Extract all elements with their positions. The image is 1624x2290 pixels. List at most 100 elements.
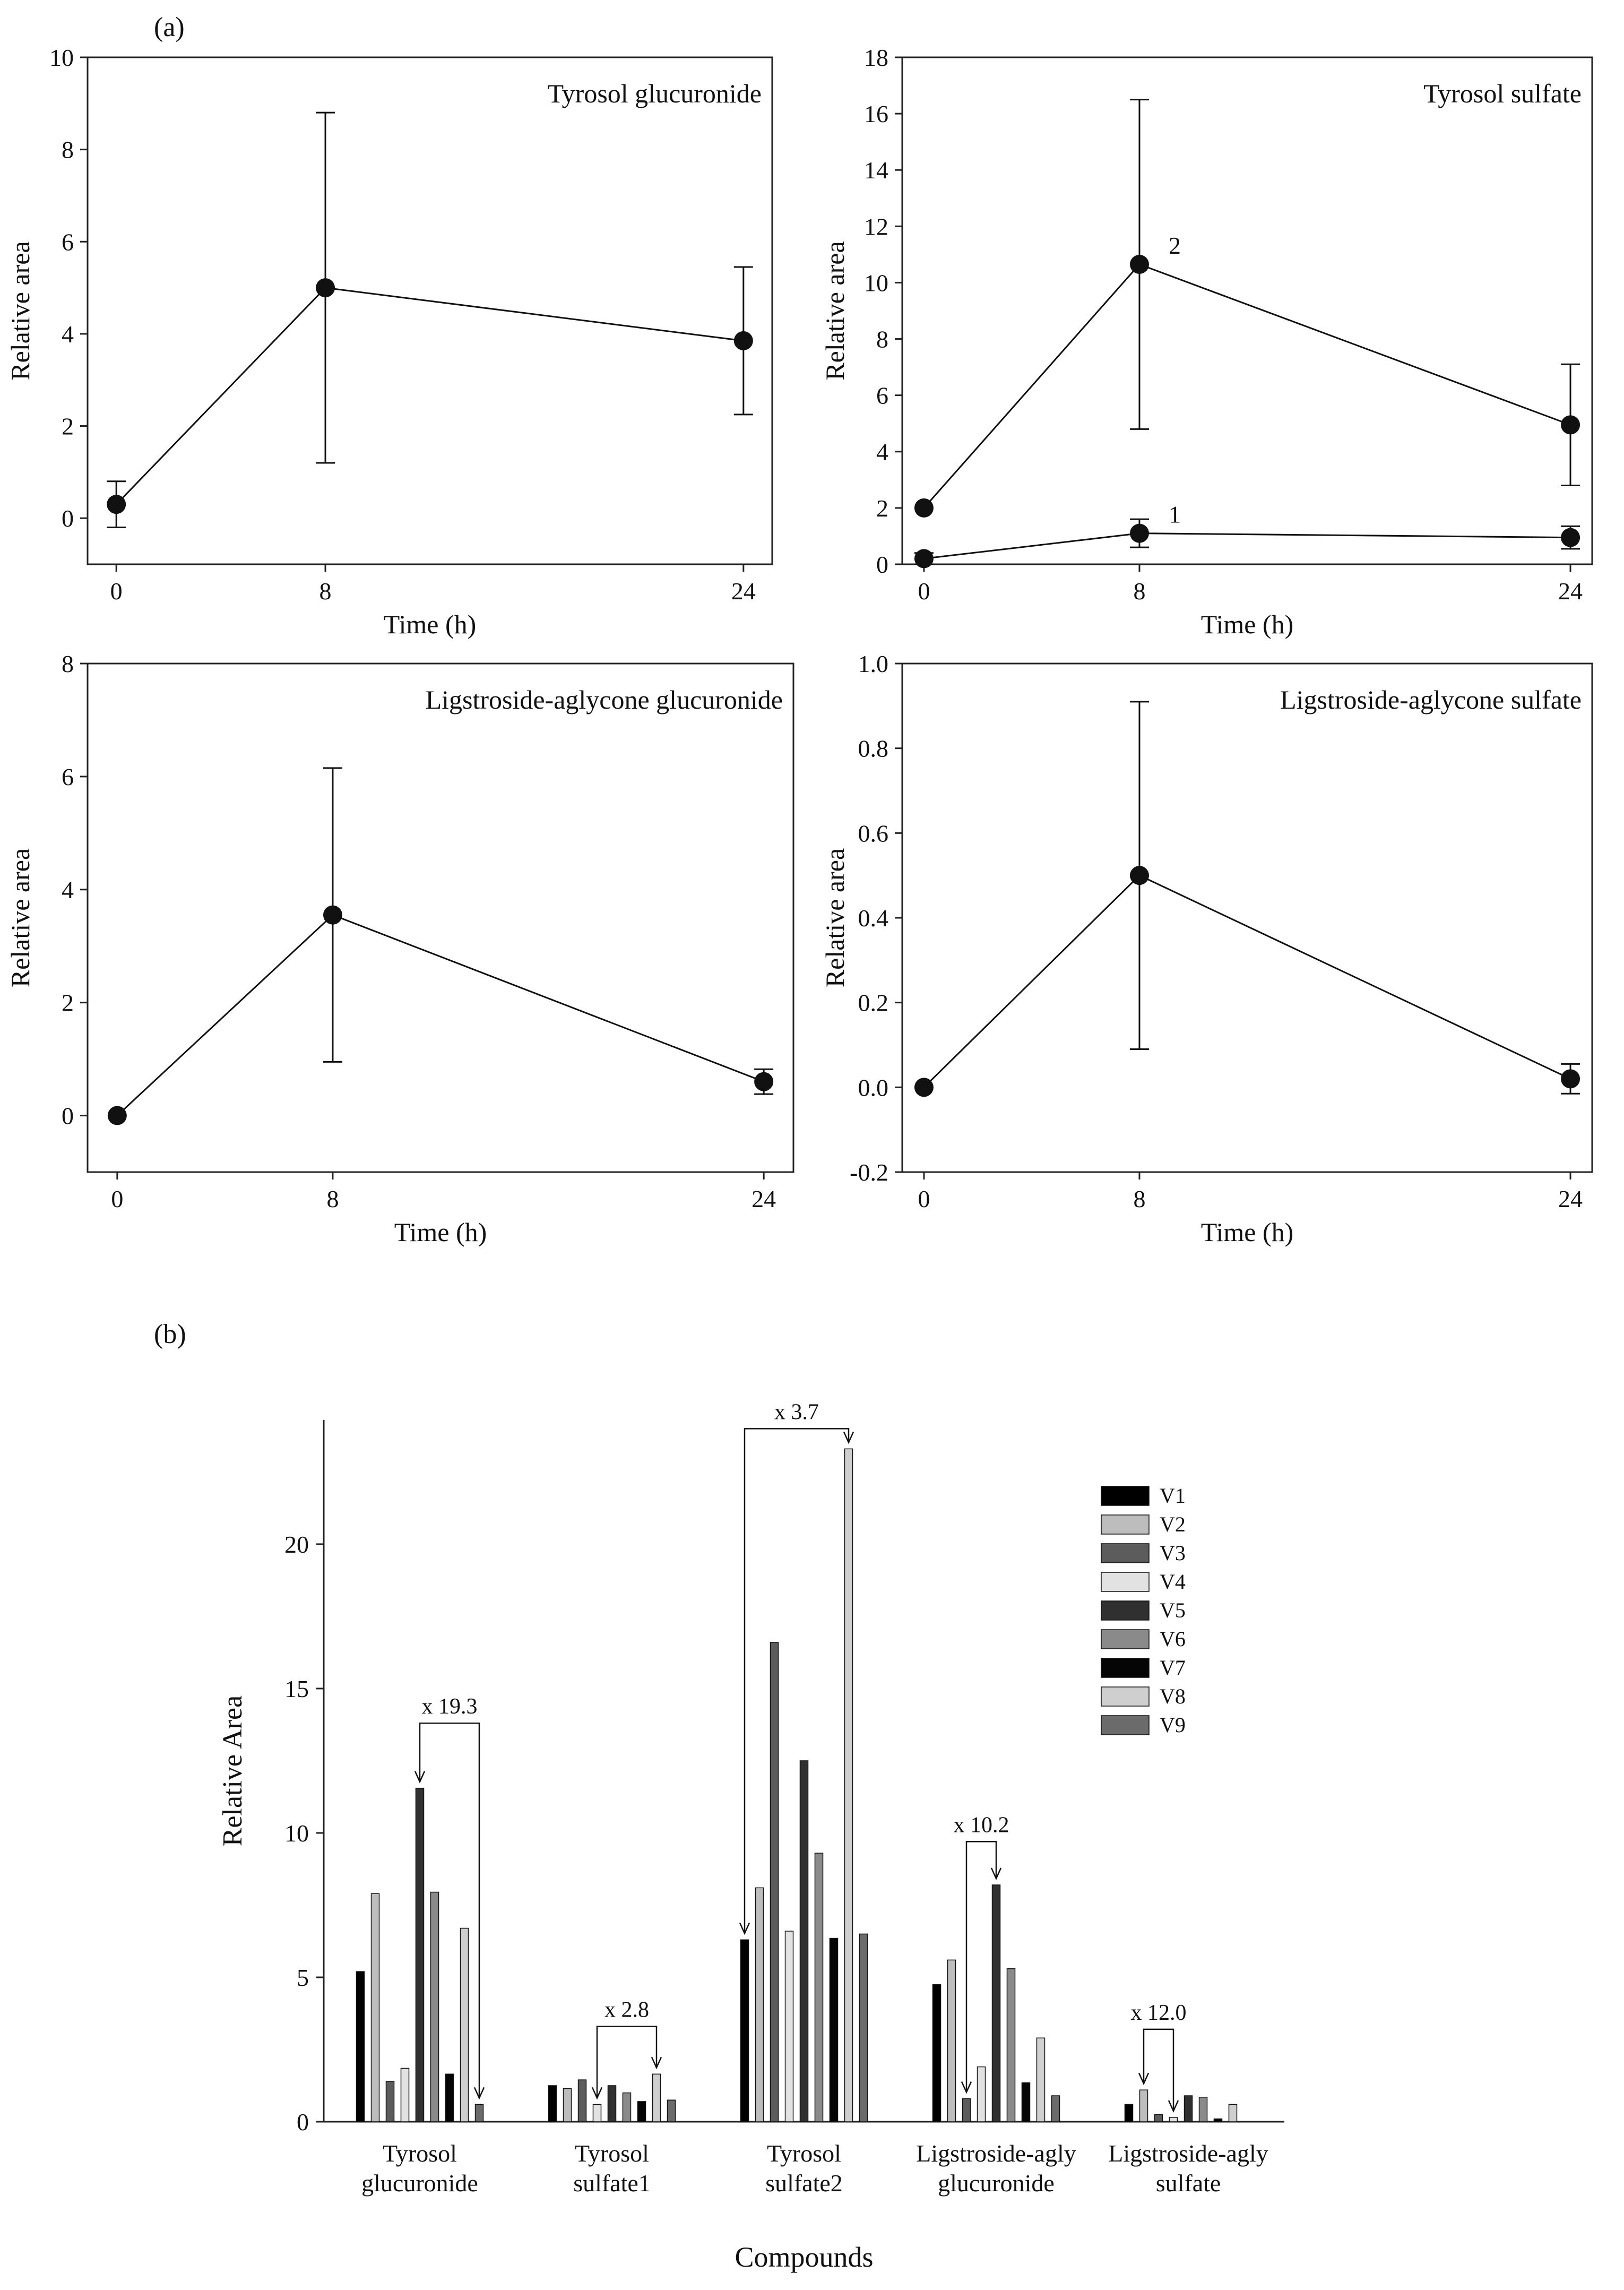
- bar-V5: [1184, 2095, 1193, 2122]
- x-axis-title: Time (h): [1201, 1217, 1294, 1247]
- ratio-annotation: x 12.0: [1131, 2001, 1187, 2113]
- bar-V7: [829, 1938, 839, 2122]
- data-point: [1129, 523, 1149, 543]
- data-point: [323, 905, 342, 925]
- y-tick-label: 18: [864, 44, 888, 71]
- x-tick-label: 0: [111, 1185, 123, 1212]
- y-tick-label: 0.8: [858, 735, 889, 762]
- bar-V8: [460, 1927, 469, 2122]
- bar-V9: [859, 1933, 868, 2122]
- bar-V4: [1169, 2117, 1178, 2122]
- legend-label-V3: V3: [1160, 1541, 1186, 1565]
- plot-frame: [901, 56, 1593, 565]
- bar-V8: [1228, 2104, 1238, 2122]
- bar-V4: [784, 1931, 794, 2122]
- category-label: Ligstroside-agly: [1108, 2140, 1268, 2167]
- legend-label-V6: V6: [1160, 1627, 1186, 1651]
- y-tick-label: 1.0: [858, 650, 889, 677]
- legend-swatch-V8: [1101, 1686, 1150, 1707]
- x-axis-title: Time (h): [394, 1217, 487, 1247]
- y-tick-label: 14: [864, 157, 888, 184]
- category-label: sulfate2: [765, 2170, 843, 2197]
- x-tick-label: 0: [918, 578, 930, 605]
- bar-V7: [1213, 2118, 1223, 2122]
- y-tick-label: 15: [284, 1675, 309, 1702]
- bar-V6: [430, 1891, 439, 2122]
- category-label: Tyrosol: [383, 2140, 457, 2167]
- x-tick-label: 8: [1133, 1185, 1145, 1212]
- bar-V3: [962, 2098, 971, 2122]
- annotation-arrowhead: [414, 1771, 426, 1784]
- data-point: [1561, 528, 1580, 547]
- x-tick-label: 24: [1558, 578, 1583, 605]
- y-tick-label: 0: [62, 1103, 74, 1130]
- line-panel-4: -0.2 0.0 0.2 0.4 0.6 0.8 1.0 0 8 24 Time (h) Relati…: [820, 650, 1593, 1247]
- annotation-bracket: [965, 1841, 997, 2093]
- chart-title: Ligstroside-aglycone glucuronide: [426, 685, 783, 714]
- bar-V5: [607, 2085, 617, 2122]
- category-label: Ligstroside-agly: [916, 2140, 1076, 2167]
- bar-V9: [1051, 2095, 1060, 2122]
- y-tick-label: 0.6: [858, 820, 889, 847]
- y-tick-label: 10: [49, 44, 74, 71]
- legend-swatch-V5: [1101, 1600, 1150, 1621]
- category-label: Tyrosol: [767, 2140, 841, 2167]
- bar-V2: [755, 1887, 764, 2122]
- bar-V6: [622, 2092, 632, 2122]
- legend-swatch-V4: [1101, 1572, 1150, 1592]
- y-axis-title: Relative area: [820, 241, 850, 380]
- annotation-label: x 3.7: [774, 1400, 819, 1424]
- bar-V2: [947, 1959, 956, 2122]
- x-axis-title: Compounds: [735, 2241, 873, 2273]
- y-tick-label: 4: [62, 321, 74, 348]
- data-point: [914, 1078, 934, 1097]
- y-axis-title: Relative area: [820, 848, 850, 987]
- y-axis-title: Relative area: [5, 241, 35, 380]
- annotation-arrowhead: [990, 1867, 1002, 1880]
- y-tick-label: 8: [62, 136, 74, 163]
- bar-panel: 0 5 10 15 20 Relative Area Compounds Tyrosol glu…: [218, 1400, 1284, 2273]
- chart-title: Ligstroside-aglycone sulfate: [1280, 685, 1582, 714]
- bar-V4: [977, 2066, 986, 2122]
- y-axis-title: Relative area: [5, 848, 35, 987]
- annotation-arrowhead: [651, 2056, 662, 2070]
- x-tick-label: 8: [326, 1185, 339, 1212]
- y-tick-label: 0: [297, 2108, 309, 2136]
- y-axis-title: Relative Area: [218, 1695, 248, 1846]
- y-tick-label: 6: [62, 763, 74, 790]
- bar-V2: [370, 1893, 380, 2122]
- annotation-arrowhead: [1138, 2072, 1150, 2086]
- ratio-annotation: x 10.2: [954, 1813, 1009, 2094]
- bar-V3: [577, 2079, 587, 2122]
- legend-swatch-V3: [1101, 1543, 1150, 1563]
- y-tick-label: 16: [864, 100, 888, 127]
- legend-swatch-V9: [1101, 1715, 1150, 1735]
- legend-swatch-V7: [1101, 1658, 1150, 1678]
- data-point: [1561, 415, 1580, 435]
- bar-V4: [400, 2068, 410, 2122]
- category-label: glucuronide: [938, 2170, 1055, 2197]
- legend-label-V9: V9: [1160, 1713, 1186, 1737]
- x-tick-label: 24: [1558, 1185, 1583, 1212]
- bar-V2: [563, 2088, 572, 2122]
- data-point: [1129, 866, 1149, 885]
- annotation-label: x 12.0: [1131, 2001, 1187, 2025]
- annotation-arrowhead: [473, 2087, 485, 2100]
- category-label: sulfate: [1156, 2170, 1221, 2197]
- y-tick-label: -0.2: [850, 1159, 888, 1186]
- bar-V6: [1006, 1968, 1016, 2122]
- bar-V1: [548, 2085, 557, 2122]
- category-label: glucuronide: [361, 2170, 478, 2197]
- data-point: [914, 498, 934, 518]
- annotation-arrowhead: [591, 2087, 603, 2100]
- y-tick-label: 2: [62, 989, 74, 1017]
- bar-V6: [814, 1853, 824, 2122]
- bar-V9: [474, 2104, 484, 2122]
- chart-title: Tyrosol glucuronide: [548, 79, 762, 108]
- y-tick-label: 4: [62, 876, 74, 903]
